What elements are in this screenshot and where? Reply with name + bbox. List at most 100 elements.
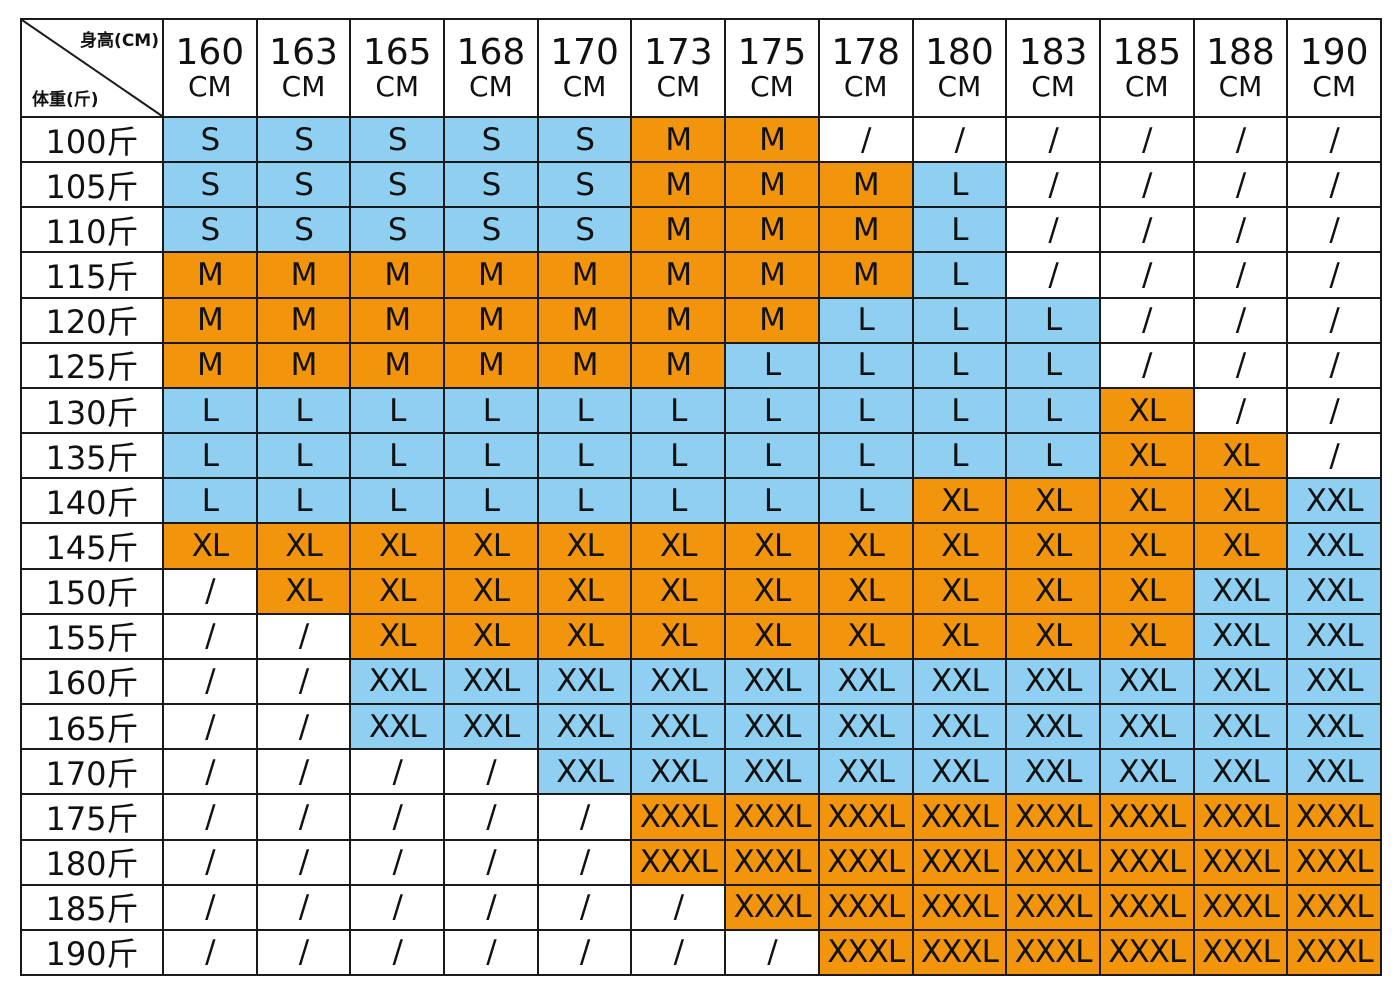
- size-cell: XL: [445, 569, 537, 613]
- size-cell: S: [445, 208, 537, 252]
- size-cell: L: [913, 163, 1006, 207]
- row-header: 190斤: [22, 930, 162, 974]
- size-cell: XXXL: [1288, 930, 1380, 974]
- size-cell: M: [632, 253, 725, 297]
- size-cell: S: [257, 208, 350, 252]
- size-cell: /: [164, 885, 256, 929]
- size-cell: XL: [1007, 524, 1099, 568]
- size-cell: /: [257, 659, 350, 704]
- size-cell: XL: [351, 569, 444, 613]
- size-cell: S: [257, 118, 350, 162]
- size-cell: XL: [819, 569, 912, 613]
- size-cell: XL: [1007, 569, 1099, 613]
- row-header: 180斤: [22, 840, 162, 884]
- size-cell: S: [538, 118, 631, 162]
- size-cell: XL: [1194, 524, 1287, 568]
- size-cell: /: [445, 885, 537, 929]
- size-cell: L: [819, 479, 912, 523]
- size-cell: /: [1194, 388, 1287, 433]
- size-cell: XXXL: [1194, 795, 1287, 839]
- size-cell: /: [351, 795, 444, 839]
- size-cell: /: [1288, 343, 1380, 387]
- height-value: 170: [550, 32, 619, 74]
- height-value: 175: [737, 32, 807, 74]
- size-cell: XL: [351, 614, 444, 658]
- size-cell: S: [351, 163, 444, 207]
- size-cell: XL: [1100, 569, 1193, 613]
- size-cell: L: [1007, 343, 1099, 387]
- size-cell: XXL: [1007, 705, 1099, 749]
- size-cell: /: [1100, 118, 1193, 162]
- size-cell: XXL: [351, 659, 444, 704]
- height-unit: CM: [1124, 70, 1169, 104]
- size-cell: XXL: [632, 659, 725, 704]
- size-cell: XXXL: [632, 795, 725, 839]
- size-cell: /: [257, 705, 350, 749]
- size-cell: M: [445, 343, 537, 387]
- size-cell: XL: [257, 569, 350, 613]
- column-header: 160 CM: [164, 20, 256, 116]
- size-cell: XL: [913, 614, 1006, 658]
- size-cell: M: [632, 163, 725, 207]
- size-cell: XXL: [819, 659, 912, 704]
- size-cell: XXL: [1194, 750, 1287, 794]
- height-unit: CM: [469, 70, 513, 104]
- weight-heading: 体重(斤): [32, 90, 99, 110]
- size-cell: /: [538, 840, 631, 884]
- size-cell: /: [538, 930, 631, 974]
- height-value: 160: [175, 32, 245, 74]
- size-cell: L: [632, 388, 725, 433]
- row-header: 120斤: [22, 298, 162, 342]
- size-cell: XXL: [913, 750, 1006, 794]
- size-cell: M: [351, 253, 444, 297]
- size-cell: XXXL: [1194, 885, 1287, 929]
- height-unit: CM: [750, 70, 794, 104]
- size-cell: XXXL: [819, 885, 912, 929]
- size-cell: XXL: [1100, 659, 1193, 704]
- size-cell: XXL: [1194, 705, 1287, 749]
- size-cell: XXXL: [1288, 885, 1380, 929]
- size-cell: XXL: [913, 705, 1006, 749]
- size-cell: /: [351, 930, 444, 974]
- size-cell: XXXL: [913, 930, 1006, 974]
- size-cell: L: [445, 434, 537, 478]
- size-cell: S: [445, 118, 537, 162]
- row-header: 175斤: [22, 795, 162, 839]
- size-cell: /: [1007, 118, 1099, 162]
- size-cell: /: [1194, 343, 1287, 387]
- size-cell: XL: [1100, 388, 1193, 433]
- size-cell: L: [913, 298, 1006, 342]
- row-header: 110斤: [22, 208, 162, 252]
- column-header: 175 CM: [726, 20, 818, 116]
- size-cell: /: [1100, 343, 1193, 387]
- size-cell: XL: [1100, 479, 1193, 523]
- height-unit: CM: [843, 70, 888, 104]
- size-cell: L: [726, 479, 818, 523]
- size-cell: S: [164, 118, 256, 162]
- size-cell: L: [913, 434, 1006, 478]
- size-cell: L: [913, 253, 1006, 297]
- size-cell: XXL: [1100, 705, 1193, 749]
- size-cell: L: [538, 479, 631, 523]
- size-cell: XXXL: [1194, 840, 1287, 884]
- size-cell: XL: [1194, 434, 1287, 478]
- size-cell: XXL: [538, 750, 631, 794]
- size-cell: XXL: [1288, 750, 1380, 794]
- size-cell: /: [1007, 163, 1099, 207]
- size-cell: XXL: [726, 750, 818, 794]
- size-cell: XL: [1194, 479, 1287, 523]
- size-cell: XL: [913, 479, 1006, 523]
- size-cell: XXL: [819, 750, 912, 794]
- size-cell: L: [726, 434, 818, 478]
- size-cell: /: [1288, 434, 1380, 478]
- size-cell: /: [257, 614, 350, 658]
- size-cell: XXL: [1288, 705, 1380, 749]
- size-cell: /: [351, 840, 444, 884]
- size-cell: /: [164, 569, 256, 613]
- size-cell: L: [445, 479, 537, 523]
- size-cell: /: [164, 659, 256, 704]
- size-cell: XL: [726, 524, 818, 568]
- size-cell: XL: [632, 524, 725, 568]
- size-cell: M: [632, 118, 725, 162]
- row-header: 155斤: [22, 614, 162, 658]
